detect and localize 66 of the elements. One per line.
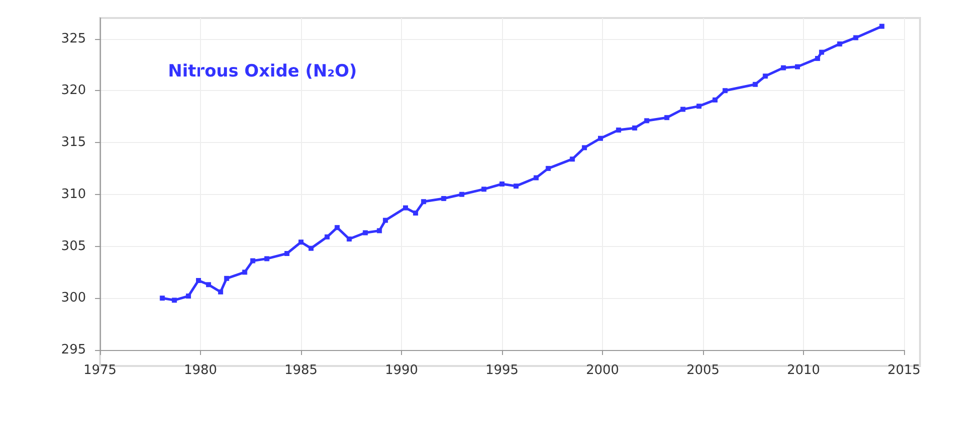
point [346, 236, 352, 242]
x-tick-label: 1980 [184, 363, 218, 378]
y-tick-label: 300 [61, 290, 86, 306]
point [632, 125, 638, 130]
y-tick-label: 305 [61, 238, 86, 254]
point [376, 228, 382, 234]
point [172, 298, 177, 303]
point [712, 97, 718, 102]
point [218, 289, 224, 294]
point [780, 65, 786, 70]
point [308, 246, 314, 251]
x-tick-label: 1995 [485, 363, 519, 378]
point [481, 186, 486, 192]
x-tick-label: 1990 [384, 363, 418, 378]
point [664, 115, 670, 120]
x-tick-label: 2010 [786, 363, 820, 378]
point [815, 56, 820, 61]
point [853, 35, 858, 40]
point [680, 106, 686, 112]
point [362, 230, 368, 236]
y-tick-label: 315 [61, 135, 86, 150]
point [644, 118, 650, 124]
point [696, 104, 702, 109]
y-tick-label: 310 [61, 186, 86, 202]
point [186, 294, 191, 299]
y-tick-label: 320 [61, 83, 86, 98]
point [264, 256, 270, 262]
point [819, 50, 824, 55]
x-tick-label: 2000 [586, 363, 620, 378]
point [879, 24, 884, 29]
point [570, 156, 575, 162]
point [514, 184, 519, 189]
point [616, 128, 622, 133]
point [500, 182, 504, 186]
point [762, 74, 768, 79]
point [582, 145, 587, 150]
x-tick-label: 2015 [887, 363, 921, 378]
point [837, 41, 842, 46]
x-tick-label: 1985 [284, 363, 318, 378]
point [334, 225, 340, 230]
point [224, 276, 230, 281]
point [441, 196, 446, 202]
point [324, 234, 330, 240]
point [459, 192, 464, 197]
point [298, 240, 304, 245]
point [546, 166, 551, 171]
point [598, 136, 603, 141]
point [206, 282, 212, 288]
point [403, 205, 408, 210]
point [382, 218, 388, 223]
point [250, 258, 256, 264]
point [413, 210, 418, 216]
point [196, 278, 201, 283]
y-tick-label: 295 [61, 342, 86, 358]
point [794, 64, 800, 70]
annotation: Nitrous Oxide (N₂O) [168, 62, 357, 82]
x-tick-label: 1975 [83, 363, 117, 378]
point [160, 296, 165, 301]
y-tick-label: 325 [61, 31, 86, 46]
point [242, 270, 248, 275]
x-tick-label: 2005 [686, 363, 720, 378]
point [284, 251, 290, 256]
point [722, 88, 728, 94]
point [421, 199, 426, 204]
point [752, 82, 758, 87]
point [534, 175, 539, 180]
